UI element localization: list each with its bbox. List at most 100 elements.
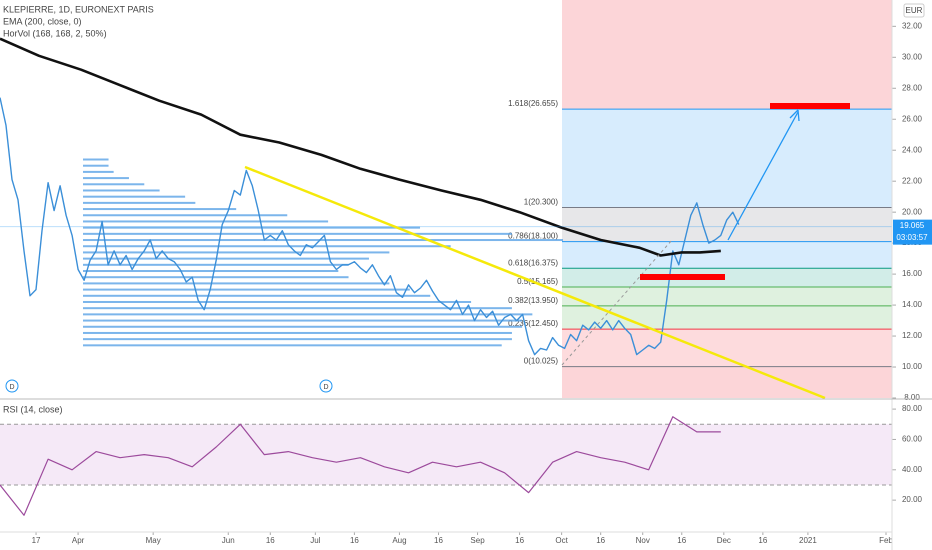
volume-profile-bar [83, 294, 431, 297]
volume-profile-bar [83, 319, 523, 322]
volume-profile-bar [83, 239, 563, 242]
y-tick-label: 20.00 [902, 495, 923, 504]
x-tick-label: Aug [392, 536, 406, 545]
fib-band [562, 305, 892, 330]
y-tick-label: 40.00 [902, 465, 923, 474]
y-tick-label: 14.00 [902, 300, 923, 309]
volume-profile-bar [83, 300, 472, 303]
x-tick-label: Oct [555, 536, 568, 545]
volume-profile-bar [83, 220, 329, 223]
currency: EUR [906, 6, 923, 15]
x-tick-label: Apr [72, 536, 85, 545]
volume-profile-bar [83, 270, 339, 273]
fib-band-base [562, 241, 892, 269]
volume-profile-bar [83, 313, 533, 316]
y-tick-label: 26.00 [902, 114, 923, 123]
volume-profile-bar [83, 288, 410, 291]
volume-profile-bar [83, 276, 349, 279]
volume-profile-bar [83, 245, 451, 248]
series-line [0, 97, 740, 356]
volume-profile-bar [83, 257, 369, 260]
y-tick-label: 32.00 [902, 21, 923, 30]
volume-profile-bar [83, 158, 109, 161]
volume-profile-bar [83, 338, 512, 341]
x-tick-label: 16 [677, 536, 686, 545]
x-tick-label: Nov [636, 536, 650, 545]
fib-band-base [562, 305, 892, 330]
volume-profile-bar [83, 282, 390, 285]
x-tick-label: 17 [32, 536, 41, 545]
fib-label: 0.618(16.375) [508, 258, 558, 267]
fib-label: 1(20.300) [524, 198, 559, 207]
x-tick-label: May [146, 536, 161, 545]
y-tick-label: 80.00 [902, 404, 923, 413]
fib-label: 1.618(26.655) [508, 99, 558, 108]
fib-band [562, 268, 892, 288]
fib-band-base [562, 109, 892, 208]
x-tick-label: 2021 [799, 536, 817, 545]
dividend-icon[interactable] [5, 379, 19, 393]
volume-profile-bar [83, 325, 523, 328]
volume-profile-bar [83, 164, 109, 167]
volume-profile-bar [83, 232, 512, 235]
x-tick-label: 16 [434, 536, 443, 545]
x-tick-label: 16 [515, 536, 524, 545]
y-tick-label: 60.00 [902, 435, 923, 444]
arrow-line [727, 111, 799, 241]
y-tick-label: 8.00 [904, 393, 920, 402]
volume-profile-bar [83, 251, 390, 254]
fib-label: 0.786(18.100) [508, 232, 558, 241]
series-line [0, 37, 721, 257]
series-line [0, 416, 721, 516]
legend-main: KLEPIERRE, 1D, EURONEXT PARIS [3, 4, 154, 14]
volume-profile-bar [83, 189, 160, 192]
volume-profile-bar [83, 201, 196, 204]
arrow-head [789, 109, 800, 122]
fib-band [562, 329, 892, 367]
fib-band-base [562, 329, 892, 367]
fib-band [562, 207, 892, 242]
fib-label: 0.382(13.950) [508, 296, 558, 305]
last-price-tag [893, 219, 932, 245]
x-tick-label: 16 [758, 536, 767, 545]
y-tick-label: 10.00 [902, 362, 923, 371]
fib-band [562, 241, 892, 269]
volume-profile-bar [83, 344, 502, 347]
fib-band-base [562, 207, 892, 242]
fib-label: 0.236(12.450) [508, 319, 558, 328]
x-tick-label: Feb [879, 536, 893, 545]
currency-box[interactable] [903, 3, 925, 18]
fib-band [562, 287, 892, 306]
volume-profile-bar [83, 214, 288, 217]
dividend-icon-text: D [323, 384, 328, 391]
x-tick-label: Jun [222, 536, 235, 545]
volume-profile-bar [83, 226, 421, 229]
x-tick-label: 16 [596, 536, 605, 545]
dividend-icon[interactable] [319, 379, 333, 393]
y-tick-label: 24.00 [902, 145, 923, 154]
trend-line [244, 165, 826, 400]
dashed-line [561, 239, 673, 366]
volume-profile-bar [83, 195, 186, 198]
fib-band [562, 109, 892, 208]
x-tick-label: 16 [350, 536, 359, 545]
y-tick-label: 16.00 [902, 269, 923, 278]
legend-ema: EMA (200, close, 0) [3, 16, 82, 26]
volume-profile-bar [83, 208, 237, 211]
volume-profile-bar [83, 307, 512, 310]
y-tick-label: 28.00 [902, 83, 923, 92]
dividend-icon-text: D [9, 384, 14, 391]
fib-label: 0.5(15.165) [517, 277, 558, 286]
y-tick-label: 20.00 [902, 207, 923, 216]
volume-profile-bar [83, 183, 145, 186]
x-tick-label: 16 [266, 536, 275, 545]
last-price-label: 19.065 [900, 221, 925, 230]
fib-label: 0(10.025) [524, 357, 559, 366]
countdown-label: 03:03:57 [896, 233, 928, 242]
y-tick-label: 22.00 [902, 176, 923, 185]
volume-profile-bar [83, 170, 114, 173]
legend-horvol: HorVol (168, 168, 2, 50%) [3, 28, 107, 38]
y-tick-label: 12.00 [902, 331, 923, 340]
volume-profile-bar [83, 331, 512, 334]
y-tick-label: 30.00 [902, 52, 923, 61]
